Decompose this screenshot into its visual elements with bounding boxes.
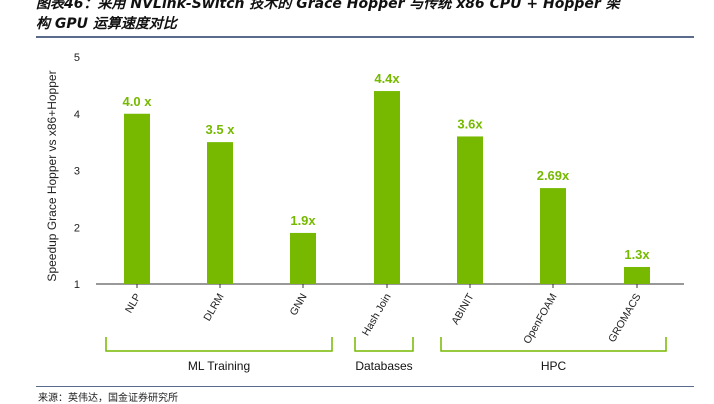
group-bracket [105,337,333,352]
category-labels: NLP DLRM GNN Hash Join ABINIT OpenFOAM GROMACS [123,284,644,346]
caption-line-1: 图表46：采用 NVLink-Switch 技术的 Grace Hopper 与… [36,0,620,12]
y-tick-label: 3 [74,166,80,178]
bar-nlp [124,113,150,284]
data-label: 3.6x [457,116,483,131]
data-label: 1.3x [624,247,650,262]
group-label: HPC [541,359,567,373]
category-label: DLRM [201,292,226,324]
data-label: 1.9x [290,213,316,228]
category-label: NLP [123,292,144,316]
category-label: GROMACS [606,292,644,345]
bar-gromacs [624,266,650,284]
y-axis-title: Speedup Grace Hopper vs x86+Hopper [45,70,59,281]
bar-openfoam [540,188,566,284]
figure-caption: 图表46：采用 NVLink-Switch 技术的 Grace Hopper 与… [36,0,706,34]
bar-hash-join [374,91,400,284]
source-note: 来源：英伟达，国金证券研究所 [38,393,178,404]
category-label: OpenFOAM [521,292,559,347]
y-tick-label: 5 [74,52,80,64]
data-labels: 4.0 x 3.5 x 1.9x 4.4x 3.6x 2.69x 1.3x [123,71,651,262]
bar-gnn [290,232,316,284]
category-label: ABINIT [449,291,477,327]
y-tick-label: 4 [74,109,80,121]
top-rule [36,36,694,38]
data-label: 2.69x [537,168,570,183]
bar-dlrm [207,142,233,284]
data-label: 4.0 x [123,94,153,109]
y-tick-label: 2 [74,222,80,234]
group-brackets: ML Training Databases HPC [105,337,667,373]
bottom-rule [36,386,694,387]
group-bracket [440,337,667,352]
group-label: ML Training [188,359,250,373]
bars [124,91,650,284]
group-label: Databases [355,359,412,373]
caption-line-2: 构 GPU 运算速度对比 [36,16,177,32]
data-label: 4.4x [374,71,400,86]
data-label: 3.5 x [206,122,236,137]
y-tick-label: 1 [74,279,80,291]
bar-abinit [457,136,483,284]
group-bracket [354,337,414,352]
category-label: GNN [288,292,310,318]
category-label: Hash Join [360,291,394,338]
